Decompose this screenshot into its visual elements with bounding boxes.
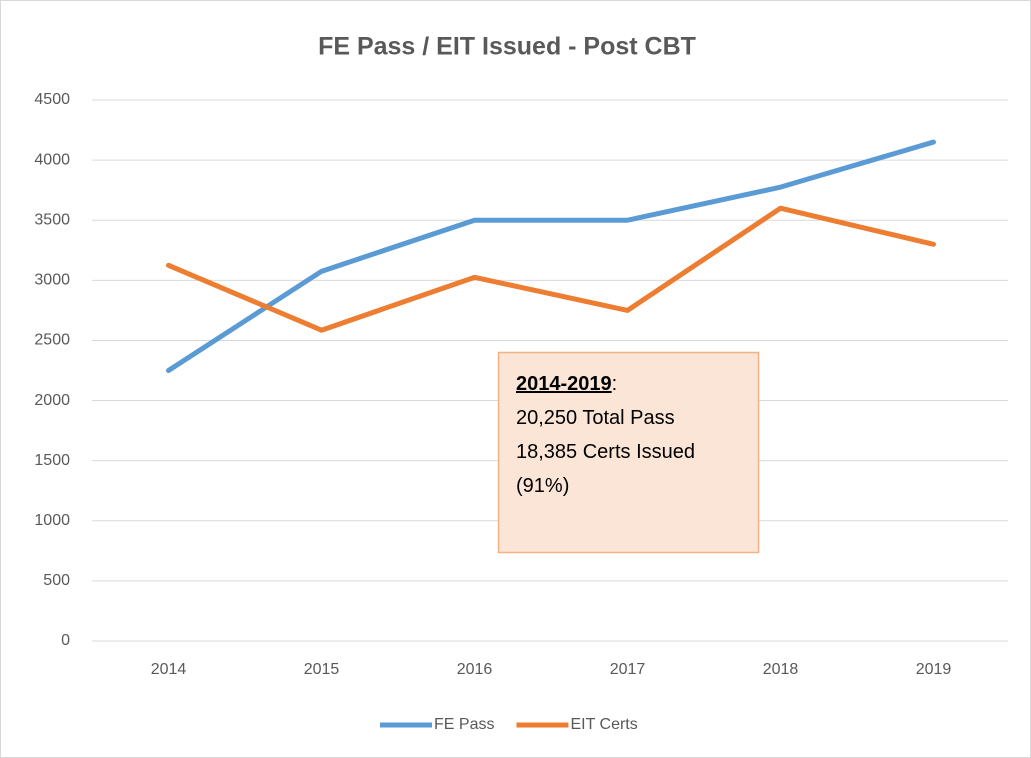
legend-label: EIT Certs [570, 716, 637, 733]
x-tick-label: 2019 [916, 661, 952, 678]
x-tick-label: 2017 [610, 661, 646, 678]
annotation-heading-suffix: : [612, 373, 618, 395]
annotation-line: 18,385 Certs Issued [516, 441, 695, 463]
y-tick-label: 4000 [34, 151, 70, 168]
y-tick-label: 3000 [34, 272, 70, 289]
y-tick-label: 0 [61, 632, 70, 649]
annotation-line: 20,250 Total Pass [516, 407, 675, 429]
x-tick-label: 2016 [457, 661, 493, 678]
y-tick-label: 500 [43, 572, 70, 589]
y-tick-label: 2500 [34, 332, 70, 349]
x-tick-label: 2014 [151, 661, 187, 678]
series-line [166, 205, 936, 333]
x-tick-label: 2015 [304, 661, 340, 678]
annotation-box [497, 351, 760, 554]
chart-title: FE Pass / EIT Issued - Post CBT [318, 33, 696, 61]
y-tick-label: 3500 [34, 211, 70, 228]
y-tick-label: 4500 [34, 91, 70, 108]
y-tick-label: 1500 [34, 452, 70, 469]
x-tick-label: 2018 [763, 661, 799, 678]
series-line [166, 139, 936, 373]
y-tick-label: 1000 [34, 512, 70, 529]
annotation-heading: 2014-2019 [516, 373, 612, 395]
legend-label: FE Pass [434, 716, 494, 733]
y-tick-label: 2000 [34, 392, 70, 409]
annotation-line: (91%) [516, 475, 569, 497]
